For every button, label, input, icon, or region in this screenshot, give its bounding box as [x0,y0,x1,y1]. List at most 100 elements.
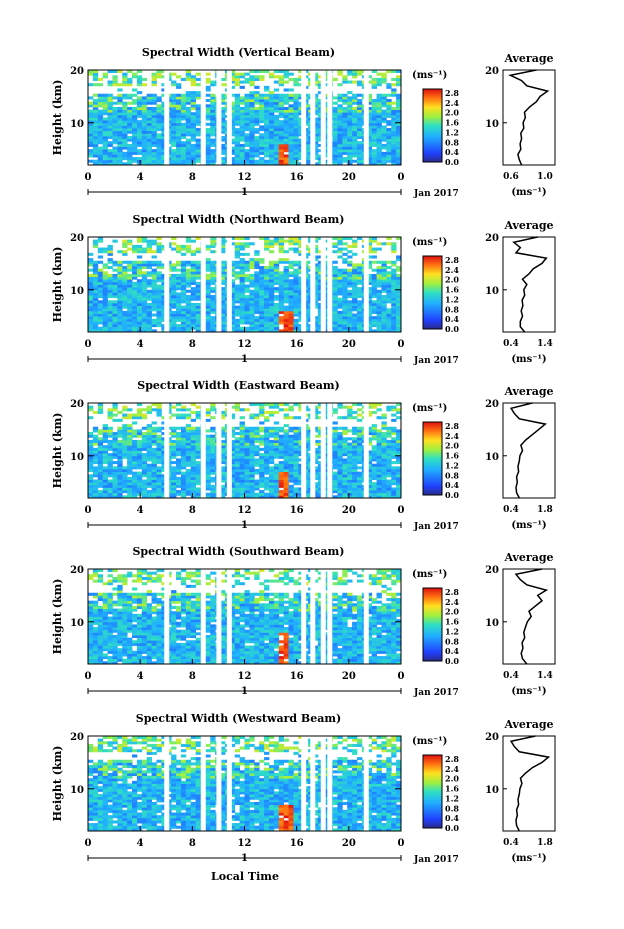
heatmap-cell [122,80,128,84]
heatmap-cell [210,276,216,280]
heatmap-cell [132,445,138,449]
heatmap-cell [102,99,108,103]
heatmap-cell [156,114,162,118]
heatmap-cell [161,308,167,312]
heatmap-cell [229,138,236,142]
heatmap-cell [244,302,250,307]
heatmap-cell [234,479,241,483]
heatmap-cell [151,487,157,491]
heatmap-cell [396,133,402,137]
heatmap-cell [171,297,177,301]
heatmap-cell [273,101,280,105]
heatmap-cell [278,244,285,248]
heatmap-cell [102,297,108,301]
heatmap-cell [332,308,338,312]
heatmap-cell [396,266,402,270]
heatmap-cell [92,279,99,283]
heatmap-cell [97,130,104,134]
heatmap-cell [112,80,118,84]
heatmap-cell [180,143,187,147]
heatmap-cell [210,287,216,291]
heatmap-cell [88,252,94,256]
heatmap-cell [229,310,236,314]
heatmap-cell [117,455,123,459]
heatmap-cell [342,287,348,291]
heatmap-cell [117,321,123,325]
heatmap-cell [391,326,397,330]
heatmap-cell [268,72,275,76]
heatmap-cell [151,471,157,475]
heatmap-cell [249,106,255,110]
heatmap-cell [278,279,285,283]
heatmap-cell [234,287,241,291]
heatmap-cell [283,149,289,153]
heatmap-cell [278,302,285,307]
heatmap-cell [229,159,236,163]
heatmap-cell [356,292,363,296]
heatmap-cell [117,114,123,118]
heatmap-cell [146,157,152,161]
heatmap-cell [92,120,99,124]
heatmap-cell [141,310,148,314]
heatmap-cell [234,75,241,79]
heatmap-cell [92,471,99,475]
heatmap-cell [146,289,152,293]
heatmap-cell [107,273,113,277]
heatmap-cell [210,143,216,147]
heatmap-cell [259,490,265,494]
heatmap-cell [195,474,201,478]
heatmap-cell [293,482,299,486]
heatmap-cell [107,133,113,137]
heatmap-cell [127,490,133,494]
heatmap-cell [288,492,294,496]
heatmap-cell [132,287,138,291]
data-gap [164,70,170,165]
heatmap-cell [376,149,382,153]
heatmap-cell [220,313,226,317]
heatmap-cell [356,157,363,161]
heatmap-cell [381,99,387,103]
heatmap-cell [356,450,363,454]
heatmap-cell [293,154,299,158]
heatmap-cell [254,321,260,325]
heatmap-cell [264,138,270,142]
heatmap-cell [347,310,353,314]
heatmap-cell [195,112,201,116]
heatmap-cell [278,495,285,499]
heatmap-cell [180,329,187,333]
heatmap-cell [386,149,392,153]
heatmap-cell [312,93,319,97]
heatmap-cell [366,250,373,254]
heatmap-cell [132,99,138,103]
heatmap-cell [278,287,285,291]
heatmap-cell [195,141,201,145]
colorbar-tick-label: 2.0 [445,108,459,118]
heatmap-cell [396,468,402,473]
heatmap-cell [146,114,152,118]
heatmap-cell [97,482,104,486]
heatmap-cell [337,281,343,285]
heatmap-cell [342,273,348,277]
heatmap-cell [312,268,319,272]
x-tick-label: 4 [137,172,144,183]
heatmap-cell [396,157,402,161]
heatmap-cell [352,474,358,478]
heatmap-cell [117,101,123,105]
heatmap-cell [376,447,382,451]
heatmap-cell [312,447,319,451]
heatmap-cell [337,109,343,113]
heatmap-cell [112,281,118,285]
heatmap-cell [391,466,397,470]
heatmap-cell [347,271,353,275]
heatmap-cell [293,295,299,299]
heatmap-cell [376,273,382,277]
heatmap-cell [102,271,108,275]
heatmap-cell [151,281,157,285]
heatmap-cell [352,471,358,475]
heatmap-cell [151,273,157,277]
heatmap-cell [112,70,118,74]
data-gap [320,70,326,165]
heatmap-cell [396,281,402,285]
heatmap-cell [337,313,343,317]
heatmap-cell [337,484,343,488]
